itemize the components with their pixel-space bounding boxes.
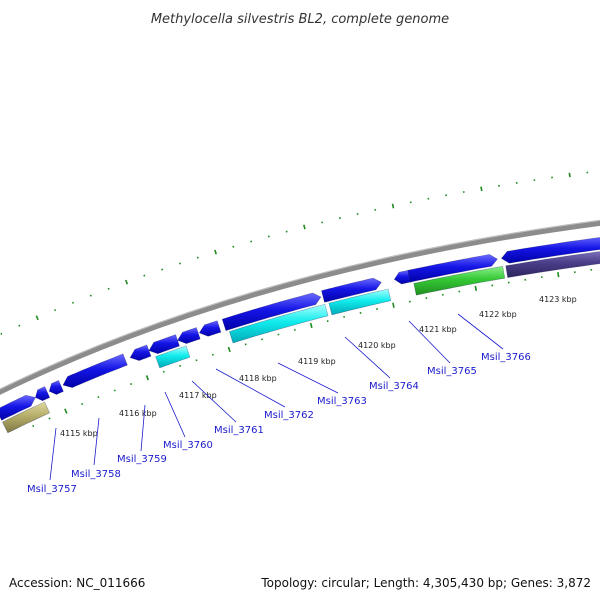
inner-tick-mark: [557, 272, 560, 278]
genome-backbone: [0, 220, 600, 395]
forward-gene-arrow: [129, 344, 152, 361]
outer-tick-ring: [0, 171, 589, 335]
outer-tick-mark: [568, 172, 571, 178]
outer-tick-mark: [35, 315, 39, 321]
kbp-label: 4119 kbp: [298, 357, 336, 366]
kbp-scale-labels: 4115 kbp 4116 kbp 4117 kbp 4118 kbp 4119 kbp…: [60, 295, 577, 438]
gene-label-leader: [140, 404, 146, 452]
forward-gene-arrow: [0, 394, 36, 421]
forward-gene-arrow: [500, 237, 600, 264]
kbp-label: 4123 kbp: [539, 295, 577, 304]
forward-gene-arrow: [198, 320, 222, 337]
outer-tick-mark: [107, 287, 110, 290]
inner-tick-mark: [97, 396, 100, 399]
gene-label-msil-3757: Msil_3757: [27, 484, 77, 495]
forward-strand-genes: [0, 237, 600, 421]
kbp-label: 4118 kbp: [239, 374, 277, 383]
inner-tick-mark: [32, 424, 35, 428]
gene-labels: Msil_3757Msil_3758Msil_3759Msil_3760Msil…: [27, 313, 531, 495]
inner-tick-ring: [32, 268, 593, 428]
inner-tick-mark: [162, 370, 165, 373]
inner-tick-mark: [48, 417, 51, 420]
outer-tick-mark: [161, 268, 164, 271]
forward-gene-arrow: [48, 380, 64, 395]
forward-gene-arrow: [62, 353, 128, 388]
inner-tick-mark: [309, 322, 313, 329]
kbp-label: 4121 kbp: [419, 325, 457, 334]
gene-label-msil-3766: Msil_3766: [481, 352, 531, 363]
gene-label-leader: [164, 391, 186, 438]
inner-tick-mark: [195, 359, 198, 362]
gene-label-leader: [457, 313, 504, 350]
gene-label-msil-3759: Msil_3759: [117, 454, 167, 465]
outer-tick-mark: [303, 224, 306, 230]
forward-gene-arrow: [35, 386, 51, 402]
inner-tick-mark: [474, 285, 478, 292]
inner-tick-mark: [64, 408, 68, 414]
gene-label-leader: [408, 320, 451, 364]
outer-tick-mark: [18, 324, 21, 327]
accession-text: Accession: NC_011666: [9, 576, 145, 590]
gene-label-msil-3760: Msil_3760: [163, 440, 213, 451]
gene-label-msil-3765: Msil_3765: [427, 366, 477, 377]
kbp-label: 4120 kbp: [358, 341, 396, 350]
forward-gene-arrow: [177, 327, 201, 344]
gene-label-msil-3761: Msil_3761: [214, 425, 264, 436]
map-title: Methylocella silvestris BL2, complete ge…: [151, 12, 449, 27]
gene-label-msil-3764: Msil_3764: [369, 381, 419, 392]
kbp-label: 4117 kbp: [179, 391, 217, 400]
outer-tick-mark: [214, 249, 217, 255]
kbp-label: 4122 kbp: [479, 310, 517, 319]
forward-gene-arrow: [221, 292, 322, 331]
gene-label-leader: [49, 427, 57, 481]
outer-tick-mark: [89, 294, 92, 297]
gene-label-leader: [191, 380, 237, 423]
outer-tick-mark: [143, 274, 146, 277]
inner-tick-mark: [130, 382, 133, 386]
outer-tick-mark: [71, 301, 74, 304]
reverse-gene-arrow: [155, 345, 191, 369]
forward-gene-arrow: [148, 334, 180, 355]
other-feature-olive: [1, 401, 50, 434]
gene-label-msil-3758: Msil_3758: [71, 469, 121, 480]
outer-tick-mark: [178, 262, 181, 265]
reverse-gene-arrow: [413, 265, 506, 296]
reverse-gene-arrow: [328, 288, 392, 316]
reverse-gene-arrow: [229, 303, 329, 344]
inner-tick-mark: [211, 353, 214, 356]
inner-tick-mark: [145, 375, 150, 381]
gene-label-msil-3763: Msil_3763: [317, 396, 367, 407]
inner-tick-mark: [81, 402, 84, 406]
gene-label-leader: [344, 336, 391, 379]
inner-tick-mark: [179, 364, 182, 367]
outer-tick-mark: [480, 186, 483, 192]
inner-tick-mark: [227, 346, 231, 353]
gene-label-msil-3762: Msil_3762: [264, 410, 314, 421]
gene-label-leader: [277, 362, 339, 394]
kbp-label: 4115 kbp: [60, 429, 98, 438]
outer-tick-mark: [54, 309, 57, 312]
outer-tick-mark: [391, 203, 395, 209]
reverse-strand-genes: [1, 251, 600, 434]
gene-label-leader: [215, 368, 286, 408]
genome-summary-text: Topology: circular; Length: 4,305,430 bp…: [260, 576, 591, 590]
inner-tick-mark: [113, 389, 116, 392]
other-feature-dark: [505, 251, 600, 278]
outer-tick-mark: [0, 332, 3, 335]
forward-gene-arrow: [393, 269, 411, 285]
backbone-shading: [0, 219, 600, 390]
kbp-label: 4116 kbp: [119, 409, 157, 418]
outer-tick-mark: [124, 279, 129, 285]
inner-tick-mark: [392, 302, 395, 308]
gene-label-leader: [93, 417, 100, 466]
forward-gene-arrow: [321, 277, 382, 303]
forward-gene-arrow: [407, 254, 498, 283]
